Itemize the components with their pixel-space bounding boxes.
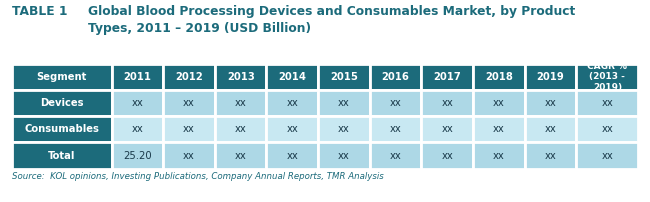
- Text: xx: xx: [441, 124, 453, 134]
- Bar: [525, 90, 577, 116]
- Text: xx: xx: [441, 98, 453, 108]
- Bar: [421, 90, 473, 116]
- Text: xx: xx: [545, 150, 556, 161]
- Text: xx: xx: [338, 98, 350, 108]
- Text: Total: Total: [48, 150, 75, 161]
- Bar: [112, 64, 163, 90]
- Bar: [266, 64, 318, 90]
- Bar: [163, 90, 215, 116]
- Text: Source:  KOL opinions, Investing Publications, Company Annual Reports, TMR Analy: Source: KOL opinions, Investing Publicat…: [12, 172, 383, 181]
- Bar: [525, 142, 577, 169]
- Bar: [421, 116, 473, 142]
- Text: 25.20: 25.20: [123, 150, 151, 161]
- Text: xx: xx: [183, 98, 195, 108]
- Bar: [577, 142, 638, 169]
- Bar: [370, 142, 421, 169]
- Text: xx: xx: [287, 98, 298, 108]
- Text: 2012: 2012: [175, 72, 203, 82]
- Text: 2015: 2015: [330, 72, 358, 82]
- Text: TABLE 1: TABLE 1: [12, 5, 67, 18]
- Bar: [12, 64, 112, 90]
- Bar: [163, 116, 215, 142]
- Text: Consumables: Consumables: [24, 124, 99, 134]
- Text: xx: xx: [131, 124, 143, 134]
- Bar: [318, 90, 370, 116]
- Text: 2016: 2016: [382, 72, 410, 82]
- Text: xx: xx: [441, 150, 453, 161]
- Bar: [112, 142, 163, 169]
- Text: xx: xx: [390, 98, 402, 108]
- Text: xx: xx: [131, 98, 143, 108]
- Bar: [266, 90, 318, 116]
- Text: xx: xx: [183, 124, 195, 134]
- Text: xx: xx: [601, 98, 613, 108]
- Bar: [112, 90, 163, 116]
- Bar: [12, 90, 112, 116]
- Bar: [473, 90, 525, 116]
- Text: 2013: 2013: [227, 72, 255, 82]
- Bar: [421, 142, 473, 169]
- Bar: [370, 90, 421, 116]
- Text: Segment: Segment: [36, 72, 87, 82]
- Text: xx: xx: [287, 124, 298, 134]
- Text: xx: xx: [338, 124, 350, 134]
- Bar: [12, 142, 112, 169]
- Bar: [163, 142, 215, 169]
- Bar: [525, 64, 577, 90]
- Text: 2019: 2019: [537, 72, 564, 82]
- Bar: [318, 64, 370, 90]
- Text: 2017: 2017: [434, 72, 461, 82]
- Bar: [577, 64, 638, 90]
- Bar: [318, 116, 370, 142]
- Bar: [577, 90, 638, 116]
- Text: xx: xx: [601, 150, 613, 161]
- Text: 2014: 2014: [278, 72, 306, 82]
- Bar: [318, 142, 370, 169]
- Text: xx: xx: [235, 124, 246, 134]
- Bar: [421, 64, 473, 90]
- Bar: [215, 142, 266, 169]
- Text: xx: xx: [183, 150, 195, 161]
- Bar: [577, 116, 638, 142]
- Bar: [266, 116, 318, 142]
- Text: CAGR %
(2013 -
2019): CAGR % (2013 - 2019): [588, 62, 627, 92]
- Text: xx: xx: [235, 150, 246, 161]
- Text: xx: xx: [235, 98, 246, 108]
- Text: xx: xx: [390, 124, 402, 134]
- Bar: [215, 116, 266, 142]
- Bar: [473, 116, 525, 142]
- Bar: [370, 64, 421, 90]
- Bar: [163, 64, 215, 90]
- Bar: [370, 116, 421, 142]
- Bar: [473, 64, 525, 90]
- Text: xx: xx: [338, 150, 350, 161]
- Bar: [473, 142, 525, 169]
- Text: Devices: Devices: [40, 98, 83, 108]
- Bar: [112, 116, 163, 142]
- Bar: [266, 142, 318, 169]
- Text: xx: xx: [493, 124, 505, 134]
- Text: xx: xx: [493, 98, 505, 108]
- Text: xx: xx: [545, 124, 556, 134]
- Text: xx: xx: [601, 124, 613, 134]
- Bar: [215, 64, 266, 90]
- Text: xx: xx: [545, 98, 556, 108]
- Bar: [525, 116, 577, 142]
- Text: xx: xx: [493, 150, 505, 161]
- Bar: [12, 116, 112, 142]
- Text: 2018: 2018: [485, 72, 513, 82]
- Text: xx: xx: [287, 150, 298, 161]
- Text: Global Blood Processing Devices and Consumables Market, by Product
Types, 2011 –: Global Blood Processing Devices and Cons…: [88, 5, 575, 35]
- Bar: [215, 90, 266, 116]
- Text: 2011: 2011: [124, 72, 151, 82]
- Text: xx: xx: [390, 150, 402, 161]
